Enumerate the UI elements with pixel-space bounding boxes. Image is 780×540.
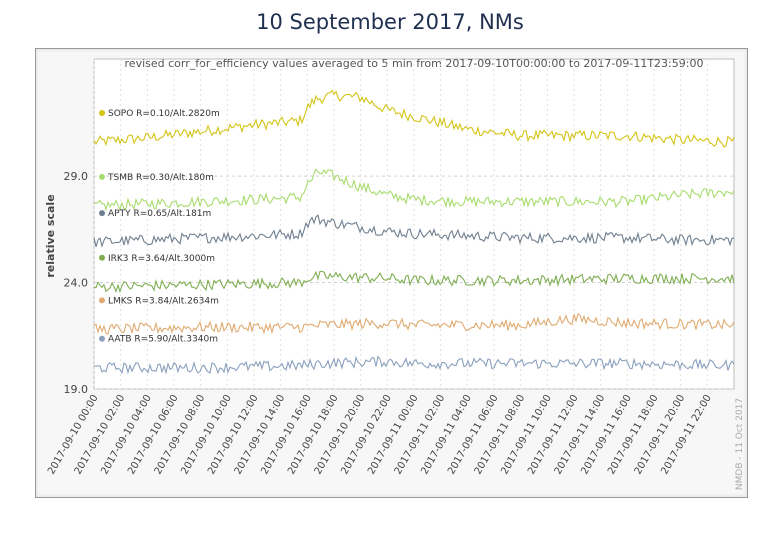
- legend-marker-2: [99, 173, 105, 180]
- x-tick-label: 2017-09-10 00:00: [46, 393, 101, 477]
- chart-title: revised corr_for_efficiency values avera…: [125, 57, 704, 70]
- series-line-3: [93, 214, 735, 248]
- grid-layer: [93, 59, 734, 390]
- x-tick-label: 2017-09-10 04:00: [99, 393, 154, 477]
- x-tick-label: 2017-09-11 20:00: [633, 393, 688, 477]
- legend-label-4: IRK3 R=3.64/Alt.3000m: [108, 254, 215, 264]
- x-tick-label: 2017-09-10 02:00: [73, 393, 128, 477]
- legend-label-3: APTY R=0.65/Alt.181m: [108, 209, 211, 219]
- x-tick-label: 2017-09-10 18:00: [286, 393, 341, 477]
- x-tick-label: 2017-09-10 12:00: [206, 393, 261, 477]
- slide-title: 10 September 2017, NMs: [256, 10, 524, 34]
- y-tick-label: 24.0: [64, 277, 89, 290]
- x-tick-label: 2017-09-10 16:00: [259, 393, 314, 477]
- x-tick-label: 2017-09-10 06:00: [126, 393, 181, 477]
- x-tick-label: 2017-09-10 22:00: [339, 393, 394, 477]
- x-tick-label: 2017-09-11 12:00: [526, 393, 581, 477]
- chart-svg: revised corr_for_efficiency values avera…: [44, 57, 745, 490]
- x-tick-label: 2017-09-11 14:00: [553, 393, 608, 477]
- x-tick-label: 2017-09-11 00:00: [366, 393, 421, 477]
- x-tick-label: 2017-09-10 20:00: [313, 393, 368, 477]
- legend-marker-1: [99, 110, 105, 117]
- legend-label-5: LMKS R=3.84/Alt.2634m: [108, 296, 219, 306]
- legend-label-6: AATB R=5.90/Alt.3340m: [108, 335, 218, 345]
- series-line-5: [93, 313, 735, 335]
- x-tick-label: 2017-09-10 14:00: [233, 393, 288, 477]
- x-tick-label: 2017-09-11 08:00: [473, 393, 528, 477]
- series-line-6: [94, 355, 735, 375]
- watermark: NMDB - 11 Oct 2017: [735, 398, 745, 490]
- x-tick-label: 2017-09-11 02:00: [393, 393, 448, 477]
- series-layer: [93, 89, 735, 375]
- x-tick-label: 2017-09-11 10:00: [499, 393, 554, 477]
- x-tick-label: 2017-09-11 06:00: [446, 393, 501, 477]
- legend-marker-5: [99, 297, 105, 304]
- legend-layer: SOPO R=0.10/Alt.2820m TSMB R=0.30/Alt.180…: [99, 109, 220, 345]
- x-tick-label: 2017-09-10 08:00: [153, 393, 208, 477]
- legend-label-2: TSMB R=0.30/Alt.180m: [107, 173, 214, 183]
- x-tick-label: 2017-09-11 18:00: [606, 393, 661, 477]
- y-tick-layer: 19.0 24.0 29.0: [64, 170, 89, 396]
- y-tick-label: 29.0: [64, 170, 89, 183]
- series-line-4: [93, 270, 735, 294]
- series-line-1: [93, 89, 735, 148]
- legend-marker-4: [99, 254, 105, 261]
- y-axis-label: relative scale: [44, 194, 57, 277]
- legend-marker-3: [99, 210, 105, 217]
- y-tick-label: 19.0: [64, 383, 89, 396]
- series-line-2: [93, 168, 735, 212]
- x-tick-label: 2017-09-11 22:00: [659, 393, 714, 477]
- legend-marker-6: [99, 335, 105, 342]
- x-tick-label: 2017-09-11 16:00: [579, 393, 634, 477]
- chart-frame: revised corr_for_efficiency values avera…: [35, 48, 748, 498]
- x-tick-label: 2017-09-11 04:00: [419, 393, 474, 477]
- legend-label-1: SOPO R=0.10/Alt.2820m: [108, 109, 220, 119]
- x-tick-label: 2017-09-10 10:00: [179, 393, 234, 477]
